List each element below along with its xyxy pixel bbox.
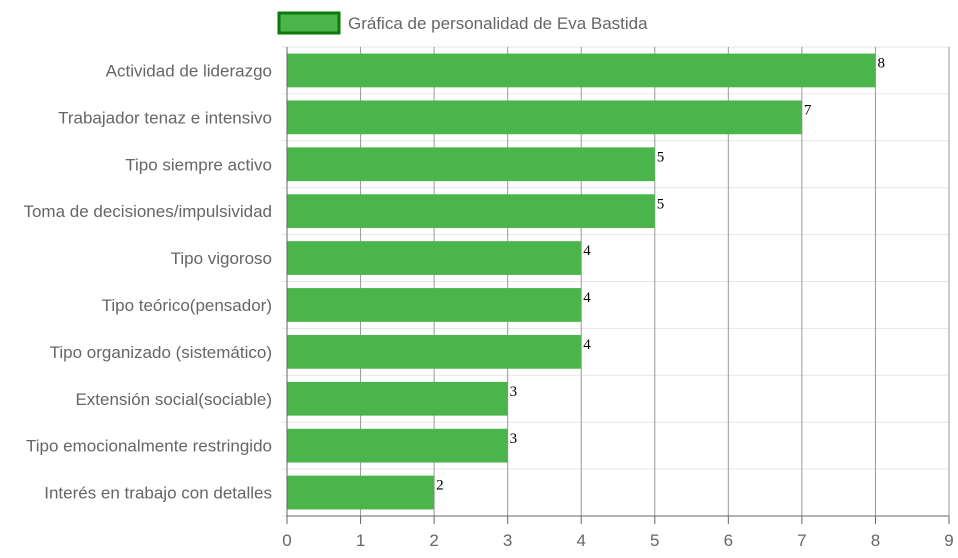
x-tick-label: 7 bbox=[797, 531, 806, 550]
category-label: Tipo teórico(pensador) bbox=[102, 296, 272, 315]
bar[interactable] bbox=[287, 288, 582, 322]
data-label: 8 bbox=[877, 56, 885, 72]
bar[interactable] bbox=[287, 334, 582, 369]
bar[interactable] bbox=[287, 53, 876, 88]
data-label: 2 bbox=[436, 478, 444, 494]
legend-swatch[interactable] bbox=[277, 11, 341, 35]
data-label: 3 bbox=[510, 384, 517, 400]
data-label: 7 bbox=[804, 102, 812, 118]
category-label: Interés en trabajo con detalles bbox=[44, 484, 272, 503]
x-axis-ticks: 0 1 2 3 4 5 6 7 8 9 bbox=[282, 516, 954, 550]
legend-label: Gráfica de personalidad de Eva Bastida bbox=[348, 14, 648, 33]
data-label: 4 bbox=[583, 337, 591, 353]
x-tick-label: 2 bbox=[429, 531, 438, 550]
bars bbox=[287, 53, 876, 510]
category-label: Actividad de liderazgo bbox=[106, 61, 272, 80]
x-tick-label: 5 bbox=[650, 531, 659, 550]
category-label: Tipo vigoroso bbox=[171, 249, 272, 268]
category-label: Tipo siempre activo bbox=[125, 155, 272, 174]
bar[interactable] bbox=[287, 241, 582, 275]
data-label: 4 bbox=[583, 243, 591, 259]
data-label: 4 bbox=[583, 290, 591, 306]
x-tick-label: 3 bbox=[503, 531, 512, 550]
category-label: Tipo organizado (sistemático) bbox=[50, 343, 272, 362]
bar[interactable] bbox=[287, 381, 508, 416]
data-labels: 8 7 5 5 4 4 4 3 3 2 bbox=[436, 56, 885, 494]
category-label: Extensión social(sociable) bbox=[75, 390, 272, 409]
x-tick-label: 9 bbox=[944, 531, 953, 550]
data-label: 3 bbox=[510, 431, 517, 447]
x-tick-label: 1 bbox=[356, 531, 365, 550]
category-label: Trabajador tenaz e intensivo bbox=[58, 108, 272, 127]
bar[interactable] bbox=[287, 194, 655, 229]
bar[interactable] bbox=[287, 147, 655, 182]
bar[interactable] bbox=[287, 428, 508, 463]
x-tick-label: 0 bbox=[282, 531, 291, 550]
x-tick-label: 6 bbox=[724, 531, 733, 550]
x-tick-label: 8 bbox=[871, 531, 880, 550]
legend: Gráfica de personalidad de Eva Bastida bbox=[277, 11, 648, 35]
x-tick-label: 4 bbox=[576, 531, 585, 550]
x-axis bbox=[286, 47, 949, 517]
category-labels: Actividad de liderazgo Trabajador tenaz e… bbox=[23, 61, 272, 502]
data-label: 5 bbox=[657, 196, 665, 212]
data-label: 5 bbox=[657, 149, 665, 165]
bar[interactable] bbox=[287, 100, 802, 135]
category-label: Tipo emocionalmente restringido bbox=[26, 437, 272, 456]
bar[interactable] bbox=[287, 475, 435, 510]
category-label: Toma de decisiones/impulsividad bbox=[23, 202, 272, 221]
